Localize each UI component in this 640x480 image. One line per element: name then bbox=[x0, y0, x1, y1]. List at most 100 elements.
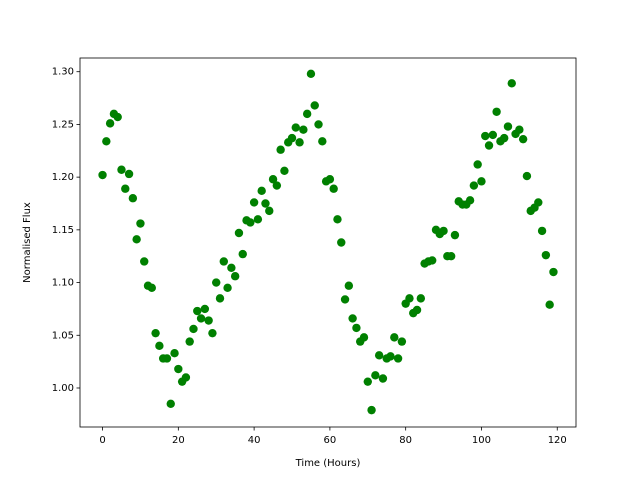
point bbox=[310, 101, 319, 110]
point bbox=[299, 125, 308, 134]
point bbox=[518, 134, 528, 144]
point bbox=[272, 181, 282, 190]
point bbox=[246, 218, 255, 227]
point bbox=[166, 399, 175, 409]
point bbox=[412, 305, 422, 315]
point bbox=[215, 294, 225, 303]
y-tick-label: 1.05 bbox=[52, 330, 74, 341]
point bbox=[428, 256, 437, 265]
point bbox=[295, 138, 304, 147]
point bbox=[204, 316, 213, 325]
point bbox=[386, 352, 395, 361]
y-tick-label: 1.20 bbox=[52, 172, 74, 183]
point bbox=[378, 374, 388, 383]
point bbox=[318, 137, 327, 146]
point bbox=[450, 230, 460, 240]
point bbox=[208, 328, 217, 338]
point bbox=[333, 215, 342, 224]
point bbox=[193, 306, 202, 316]
point bbox=[488, 130, 498, 140]
point bbox=[446, 252, 456, 261]
point bbox=[174, 364, 183, 374]
point bbox=[492, 107, 501, 116]
x-tick-label: 80 bbox=[399, 435, 412, 446]
x-tick-label: 60 bbox=[324, 435, 337, 446]
point bbox=[469, 181, 479, 190]
point bbox=[397, 337, 407, 346]
point bbox=[306, 69, 316, 79]
point bbox=[105, 119, 115, 128]
point bbox=[155, 341, 164, 351]
point bbox=[416, 294, 426, 303]
point bbox=[439, 226, 448, 236]
point bbox=[545, 300, 554, 309]
point bbox=[102, 137, 111, 146]
point bbox=[117, 165, 126, 174]
point bbox=[124, 169, 134, 179]
point bbox=[113, 112, 122, 122]
point bbox=[128, 194, 138, 203]
point bbox=[507, 79, 516, 88]
point bbox=[314, 120, 323, 129]
point bbox=[534, 198, 543, 207]
point bbox=[473, 160, 482, 169]
point bbox=[374, 351, 384, 360]
point bbox=[219, 257, 228, 266]
point bbox=[234, 228, 244, 238]
point bbox=[196, 314, 206, 323]
point bbox=[151, 328, 160, 338]
point bbox=[344, 281, 354, 290]
point bbox=[230, 272, 240, 281]
point bbox=[359, 333, 369, 342]
point bbox=[363, 377, 372, 386]
point bbox=[302, 109, 312, 119]
point bbox=[367, 405, 376, 415]
point bbox=[140, 257, 149, 266]
x-tick-label: 100 bbox=[472, 435, 491, 446]
point bbox=[484, 141, 494, 150]
point bbox=[287, 133, 297, 143]
point bbox=[465, 196, 475, 205]
point bbox=[147, 283, 157, 293]
point bbox=[185, 337, 194, 346]
point bbox=[261, 199, 270, 208]
y-tick-label: 1.10 bbox=[52, 278, 74, 289]
y-axis-label: Normalised Flux bbox=[22, 202, 33, 283]
point bbox=[121, 184, 130, 193]
point bbox=[170, 349, 179, 358]
point bbox=[371, 371, 380, 380]
point bbox=[162, 354, 172, 363]
point bbox=[291, 123, 300, 132]
x-axis-label: Time (Hours) bbox=[295, 458, 361, 469]
point bbox=[390, 333, 399, 342]
plot-frame bbox=[79, 57, 577, 428]
point bbox=[522, 171, 532, 181]
point bbox=[280, 166, 289, 176]
point bbox=[477, 177, 486, 186]
point bbox=[481, 131, 490, 141]
point bbox=[212, 278, 221, 287]
point bbox=[181, 373, 191, 382]
point bbox=[325, 175, 335, 184]
x-tick-label: 20 bbox=[172, 435, 185, 446]
y-tick-label: 1.30 bbox=[52, 67, 74, 78]
point bbox=[249, 198, 259, 207]
point bbox=[393, 354, 403, 363]
x-tick-label: 0 bbox=[99, 435, 105, 446]
point bbox=[329, 184, 338, 193]
point bbox=[132, 235, 141, 244]
y-tick-label: 1.15 bbox=[52, 225, 74, 236]
point bbox=[405, 294, 414, 303]
point bbox=[136, 219, 145, 228]
point bbox=[352, 323, 361, 333]
point bbox=[549, 267, 558, 277]
point bbox=[503, 122, 513, 131]
point bbox=[98, 170, 107, 180]
point bbox=[276, 145, 285, 154]
point bbox=[515, 125, 524, 134]
point bbox=[268, 175, 278, 184]
point bbox=[227, 263, 236, 273]
point bbox=[537, 226, 547, 236]
x-tick-label: 40 bbox=[248, 435, 261, 446]
